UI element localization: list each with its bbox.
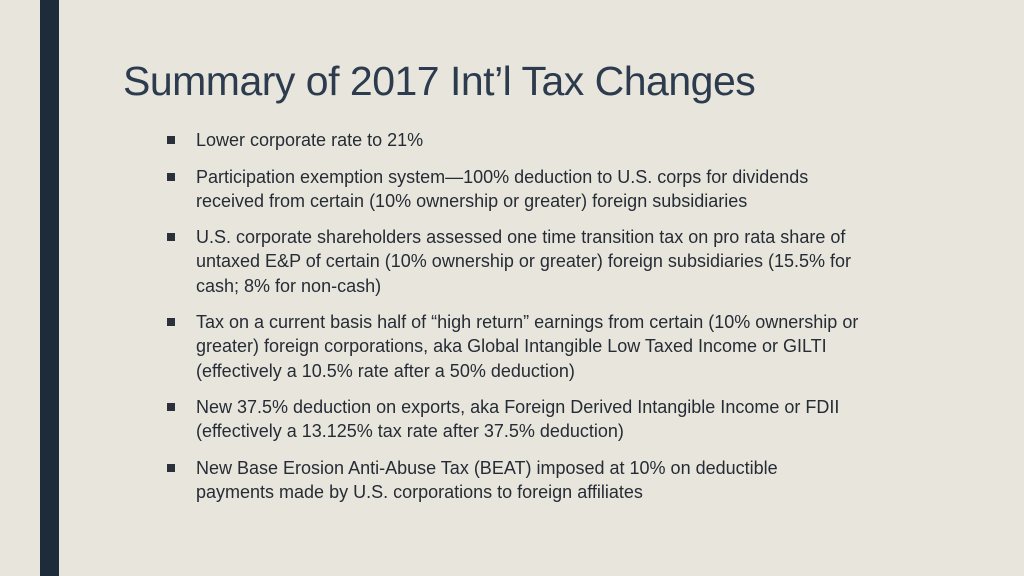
- square-bullet-icon: [167, 233, 175, 242]
- accent-bar: [40, 0, 59, 576]
- square-bullet-icon: [167, 318, 175, 327]
- bullet-text: U.S. corporate shareholders assessed one…: [196, 227, 852, 296]
- bullet-item: New 37.5% deduction on exports, aka Fore…: [160, 395, 860, 443]
- square-bullet-icon: [167, 463, 175, 472]
- square-bullet-icon: [167, 136, 175, 144]
- bullet-text: New Base Erosion Anti-Abuse Tax (BEAT) i…: [196, 457, 778, 502]
- square-bullet-icon: [167, 172, 175, 181]
- bullet-text: New 37.5% deduction on exports, aka Fore…: [196, 397, 840, 442]
- slide-title: Summary of 2017 Int’l Tax Changes: [123, 58, 756, 104]
- bullet-text: Tax on a current basis half of “high ret…: [196, 312, 859, 381]
- bullet-item: Lower corporate rate to 21%: [160, 128, 860, 152]
- bullet-item: Tax on a current basis half of “high ret…: [160, 310, 860, 383]
- bullet-text: Participation exemption system—100% dedu…: [196, 166, 809, 211]
- bullet-list: Lower corporate rate to 21% Participatio…: [160, 128, 860, 516]
- square-bullet-icon: [167, 403, 175, 412]
- bullet-item: New Base Erosion Anti-Abuse Tax (BEAT) i…: [160, 456, 860, 504]
- bullet-text: Lower corporate rate to 21%: [196, 130, 424, 150]
- bullet-item: Participation exemption system—100% dedu…: [160, 165, 860, 213]
- bullet-item: U.S. corporate shareholders assessed one…: [160, 225, 860, 298]
